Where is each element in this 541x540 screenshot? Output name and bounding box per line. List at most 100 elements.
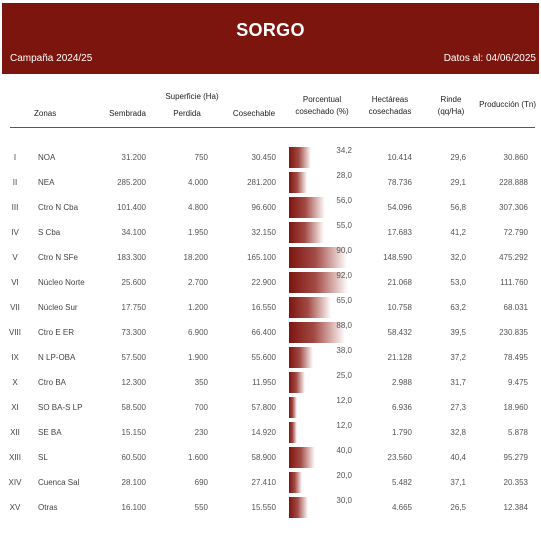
sembrada-value: 12.300 [121,378,146,387]
perdida-value: 750 [194,153,208,162]
table-row: 92,0 VI Núcleo Norte 25.600 2.700 22.900 21.06… [0,270,541,295]
cosechable-value: 58.900 [251,453,276,462]
sembrada-value: 34.100 [121,228,146,237]
harvest-progress-bar [289,197,325,218]
cosechable-value: 57.800 [251,403,276,412]
zonas-header: Zonas [34,109,57,118]
sembrada-value: 25.600 [121,278,146,287]
zone-name: SE BA [38,428,62,437]
zone-name: S Cba [38,228,61,237]
hectareas-header: Hectáreas cosechadas [362,94,418,118]
rinde-value: 32,0 [450,253,466,262]
table-row: 40,0 XIII SL 60.500 1.600 58.900 23.560 40,4 95.… [0,445,541,470]
cosechable-value: 96.600 [251,203,276,212]
hectareas-value: 10.414 [387,153,412,162]
table-row: 20,0 XIV Cuenca Sal 28.100 690 27.410 5.482 37,… [0,470,541,495]
rinde-value: 29,1 [450,178,466,187]
table-row: 28,0 II NEA 285.200 4.000 281.200 78.736 29,1 22… [0,170,541,195]
perdida-header: Perdida [173,109,201,118]
row-number: XI [11,403,19,412]
table-row: 38,0 IX N LP-OBA 57.500 1.900 55.600 21.128 37,… [0,345,541,370]
hectareas-value: 78.736 [387,178,412,187]
zone-name: Cuenca Sal [38,478,80,487]
rinde-value: 31,7 [450,378,466,387]
hectareas-value: 23.560 [387,453,412,462]
row-number: II [12,178,18,187]
harvest-progress-bar [289,447,315,468]
harvest-progress-bar [289,322,345,343]
harvest-progress-bar [289,372,305,393]
hectareas-value: 21.068 [387,278,412,287]
rinde-header-line1: Rinde [440,95,462,104]
header-divider [10,127,535,128]
table-row: 12,0 XI SO BA-S LP 58.500 700 57.800 6.936 27,3… [0,395,541,420]
harvest-progress-bar [289,222,324,243]
rinde-value: 37,1 [450,478,466,487]
harvest-percent-value: 28,0 [336,171,352,180]
zone-name: SL [38,453,48,462]
cosechable-header: Cosechable [232,109,276,118]
hectareas-value: 17.683 [387,228,412,237]
sembrada-value: 73.300 [121,328,146,337]
harvest-percent-value: 88,0 [336,321,352,330]
sembrada-value: 16.100 [121,503,146,512]
rinde-value: 39,5 [450,328,466,337]
harvest-progress-bar [289,422,297,443]
cosechable-value: 14.920 [251,428,276,437]
harvest-percent-value: 34,2 [336,146,352,155]
produccion-value: 5.878 [507,428,528,437]
harvest-progress-bar [289,347,313,368]
produccion-value: 12.384 [503,503,528,512]
perdida-value: 1.600 [187,453,208,462]
row-number: III [11,203,19,212]
hectareas-value: 10.758 [387,303,412,312]
cosechable-value: 281.200 [247,178,276,187]
perdida-value: 690 [194,478,208,487]
table-row: 55,0 IV S Cba 34.100 1.950 32.150 17.683 41,2 72… [0,220,541,245]
hectareas-value: 148.590 [383,253,412,262]
cosechable-value: 66.400 [251,328,276,337]
hectareas-value: 1.790 [391,428,412,437]
row-number: I [13,153,17,162]
harvest-percent-value: 40,0 [336,446,352,455]
cosechable-value: 16.550 [251,303,276,312]
harvest-progress-bar [289,172,307,193]
hectareas-header-line2: cosechadas [368,107,412,116]
sembrada-value: 101.400 [117,203,146,212]
row-number: IV [11,228,19,237]
cosechable-value: 165.100 [247,253,276,262]
porcentual-header-line1: Porcentual [302,95,342,104]
cosechable-value: 30.450 [251,153,276,162]
rinde-value: 26,5 [450,503,466,512]
cosechable-value: 11.950 [252,378,276,387]
row-number: VIII [8,328,21,337]
rinde-value: 29,6 [450,153,466,162]
rinde-value: 56,8 [450,203,466,212]
table-row: 90,0 V Ctro N SFe 183.300 18.200 165.100 148.5… [0,245,541,270]
zone-name: Ctro E ER [38,328,75,337]
hectareas-value: 6.936 [391,403,412,412]
harvest-percent-value: 20,0 [336,471,352,480]
rinde-value: 27,3 [450,403,466,412]
harvest-percent-value: 25,0 [336,371,352,380]
produccion-value: 18.960 [503,403,528,412]
row-number: XIV [8,478,22,487]
row-number: VI [11,278,19,287]
sembrada-value: 285.200 [117,178,146,187]
harvest-progress-bar [289,497,308,518]
produccion-value: 475.292 [499,253,528,262]
cosechable-value: 15.550 [251,503,276,512]
rinde-value: 40,4 [450,453,466,462]
rinde-value: 37,2 [450,353,466,362]
perdida-value: 4.800 [187,203,208,212]
zone-name: Ctro N Cba [38,203,79,212]
harvest-percent-value: 12,0 [336,396,352,405]
perdida-value: 1.900 [187,353,208,362]
campaign-label: Campaña 2024/25 [10,53,93,64]
zone-name: Ctro N SFe [38,253,79,262]
row-number: VII [10,303,20,312]
header-banner: SORGO Campaña 2024/25 Datos al: 04/06/20… [2,3,539,74]
produccion-value: 95.279 [503,453,528,462]
table-row: 56,0 III Ctro N Cba 101.400 4.800 96.600 54.09… [0,195,541,220]
produccion-value: 78.495 [503,353,528,362]
